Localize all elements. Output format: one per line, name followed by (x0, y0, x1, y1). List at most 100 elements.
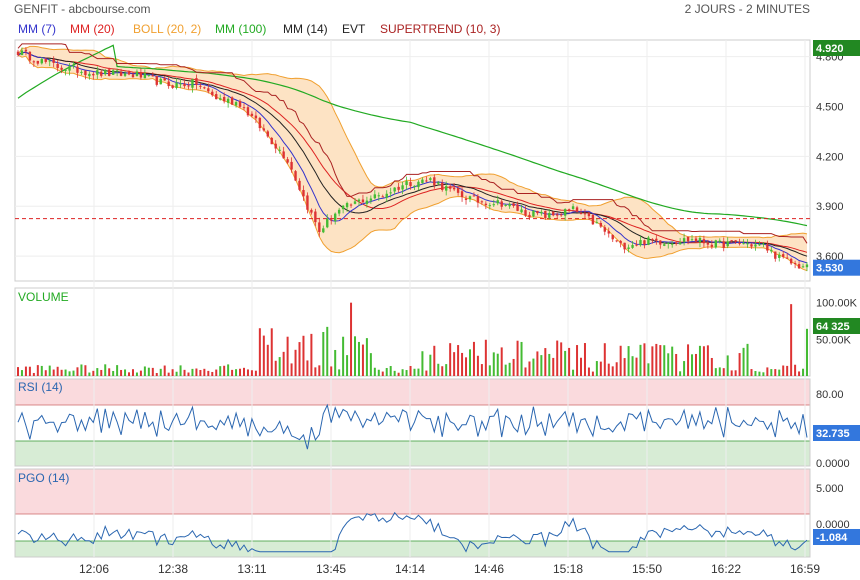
rsi-oversold-zone (15, 441, 810, 466)
volume-bar (96, 368, 99, 376)
candle-body (389, 192, 392, 194)
legend-supertrend[interactable]: SUPERTREND (10, 3) (380, 22, 500, 36)
candle-body (111, 70, 115, 75)
candle-body (254, 115, 258, 119)
candle-body (508, 203, 511, 207)
candle-body (159, 78, 162, 85)
legend-evt[interactable]: EVT (342, 22, 366, 36)
candle-body (599, 222, 603, 227)
volume-bar (504, 364, 507, 376)
candle-body (36, 60, 40, 64)
volume-bar (437, 363, 440, 376)
volume-bar (227, 364, 230, 376)
volume-bar (290, 363, 293, 376)
volume-tick-label: 100.00K (816, 298, 858, 310)
candle-body (92, 73, 95, 76)
volume-bar (298, 342, 301, 376)
volume-bar (710, 357, 713, 376)
candle-body (413, 185, 416, 187)
volume-bar (516, 340, 519, 376)
candle-body (345, 203, 349, 208)
candle-body (659, 240, 662, 245)
candle-body (135, 71, 139, 77)
volume-bar (782, 365, 785, 376)
mm20-line (17, 51, 808, 253)
volume-bar (40, 365, 43, 376)
candle-body (480, 201, 484, 203)
candle-body (88, 73, 91, 77)
candle-body (262, 128, 266, 131)
candle-body (682, 238, 686, 242)
candle-body (766, 244, 769, 251)
legend-mm100[interactable]: MM (100) (215, 22, 266, 36)
candle-body (476, 196, 480, 203)
candle-body (318, 222, 321, 232)
rsi-title: RSI (14) (18, 380, 63, 394)
candle-body (678, 242, 682, 245)
volume-bar (639, 344, 642, 376)
volume-bar (342, 336, 345, 376)
candle-body (591, 214, 595, 225)
legend-mm14[interactable]: MM (14) (283, 22, 328, 36)
candle-body (587, 212, 591, 217)
volume-title: VOLUME (18, 290, 69, 304)
volume-bar (175, 371, 178, 376)
volume-bar (599, 361, 602, 376)
volume-bar (44, 370, 47, 376)
candle-body (544, 210, 547, 218)
volume-bar (568, 347, 571, 376)
x-tick-label: 15:50 (632, 562, 662, 576)
indicator-legend: MM (7) MM (20) BOLL (20, 2) MM (100) MM … (18, 22, 500, 36)
candle-body (84, 70, 87, 76)
volume-bar (326, 326, 329, 376)
volume-bar (350, 302, 353, 376)
legend-mm20[interactable]: MM (20) (70, 22, 115, 36)
candle-body (433, 177, 436, 186)
rsi-overbought-zone (15, 379, 810, 405)
volume-bar (778, 369, 781, 376)
volume-bar (754, 371, 757, 376)
candle-body (714, 240, 718, 248)
candle-body (437, 182, 440, 184)
last-price-badge: 3.530 (816, 263, 844, 275)
last-price-badge-bg (813, 259, 860, 276)
x-tick-label: 15:18 (553, 562, 583, 576)
candle-body (32, 61, 36, 63)
candle-body (722, 241, 725, 248)
volume-bar (171, 369, 174, 376)
candle-body (246, 107, 250, 116)
candle-body (805, 264, 809, 268)
volume-bar (135, 372, 138, 376)
candle-body (778, 254, 781, 258)
candle-body (64, 69, 67, 71)
high-price-badge: 4.920 (816, 43, 844, 55)
candle-body (631, 245, 634, 248)
candle-body (670, 243, 674, 245)
volume-bar (790, 304, 793, 376)
candle-body (290, 161, 293, 170)
volume-bar (28, 366, 31, 376)
candle-body (361, 199, 365, 203)
candle-body (456, 187, 460, 193)
legend-mm7[interactable]: MM (7) (18, 22, 56, 36)
volume-bar (750, 369, 753, 376)
pgo-last-badge: -1.084 (816, 532, 848, 544)
candle-body (801, 266, 805, 268)
volume-bar (631, 356, 634, 376)
candle-body (655, 238, 658, 241)
candle-body (448, 186, 452, 189)
volume-bar (167, 372, 170, 376)
candle-body (647, 237, 650, 245)
candle-body (674, 242, 678, 244)
candle-body (139, 72, 143, 78)
candle-body (797, 264, 801, 269)
volume-bar (100, 369, 103, 376)
candle-body (738, 242, 741, 244)
volume-bar (556, 340, 559, 376)
volume-bar (484, 339, 487, 376)
volume-bar (798, 371, 801, 376)
x-tick-label: 12:38 (158, 562, 188, 576)
candle-body (337, 209, 341, 214)
legend-boll[interactable]: BOLL (20, 2) (133, 22, 201, 36)
candle-body (234, 102, 238, 106)
